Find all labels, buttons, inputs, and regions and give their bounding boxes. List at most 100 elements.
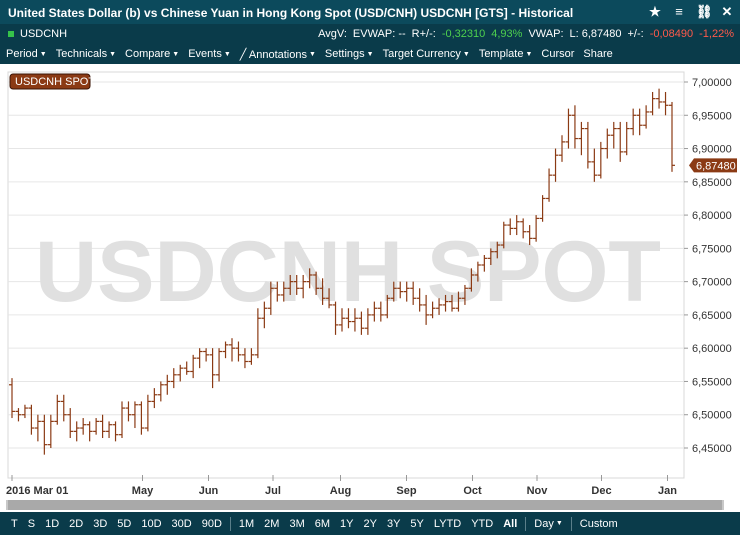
period-ytd[interactable]: YTD [471,517,494,530]
menu-period[interactable]: Period ▼ [6,48,47,60]
period-custom[interactable]: Custom [579,517,618,530]
period-6m[interactable]: 6M [314,517,331,530]
ohlc-bar [584,121,591,169]
ohlc-bar [138,401,145,435]
window-controls: ★ ≡ ⛓ ✕ [648,4,734,20]
unlink-icon[interactable]: ⛓ [696,4,713,19]
period-3m[interactable]: 3M [289,517,305,530]
ohlc-bar [241,348,248,369]
period-1d[interactable]: 1D [45,517,60,530]
period-1m[interactable]: 1M [238,517,255,530]
y-tick-label: 6,50000 [692,410,732,422]
menu-annotations[interactable]: ╱ Annotations ▼ [239,48,316,61]
ohlc-bar [73,421,80,442]
menu-settings[interactable]: Settings ▼ [324,48,374,60]
chevron-down-icon: ▼ [525,50,533,58]
period-10d[interactable]: 10D [141,517,162,530]
menu-target-currency[interactable]: Target Currency ▼ [382,48,470,60]
ohlc-bar [455,291,462,312]
y-tick-label: 6,45000 [692,443,732,455]
y-tick-label: 6,85000 [692,177,732,189]
chart-scrollbar[interactable] [0,498,740,512]
x-tick-label: Jun [199,485,219,497]
chevron-down-icon: ▼ [39,50,47,58]
x-tick-label: Oct [463,485,482,497]
menu-icon[interactable]: ≡ [675,4,683,19]
last-label: L: 6,87480 [569,28,622,40]
ohlc-bar [300,274,307,299]
ohlc-bar [190,354,197,379]
period-3y[interactable]: 3Y [386,517,401,530]
y-tick-label: 6,70000 [692,277,732,289]
ohlc-bar [229,338,235,362]
period-2m[interactable]: 2M [264,517,280,530]
menu-compare[interactable]: Compare ▼ [125,48,180,60]
ohlc-bar [28,404,35,435]
last-value-label: 6,87480 [696,160,736,172]
x-tick-label: Jul [265,485,281,497]
ohlc-bar [533,215,540,242]
menu-share[interactable]: Share [583,48,613,60]
x-tick-label: Jan [658,485,677,497]
period-1y[interactable]: 1Y [340,517,354,530]
ohlc-bar [578,121,585,156]
ohlc-bar [177,364,184,382]
plot-frame [7,71,685,479]
ohlc-bar [416,288,423,312]
period-30d[interactable]: 30D [171,517,192,530]
ohlc-bar [449,294,455,312]
menu-technicals[interactable]: Technicals ▼ [55,48,117,60]
ohlc-bar [99,414,106,439]
ohlc-bar [313,271,320,295]
ohlc-bar [597,141,604,179]
ohlc-bar [86,421,93,442]
y-tick-label: 6,55000 [692,376,732,388]
ohlc-bar [617,121,624,162]
ohlc-bar [93,418,100,435]
chevron-down-icon: ▼ [308,51,316,59]
period-2d[interactable]: 2D [69,517,84,530]
ohlc-bar [442,294,449,312]
quote-stats: AvgV: EVWAP: -- R+/-: -0,32310 4,93% VWA… [318,28,734,40]
ohlc-bar [500,221,507,249]
period-s[interactable]: S [27,517,36,530]
menu-template[interactable]: Template ▼ [478,48,533,60]
price-chart[interactable]: USDCNH SPOT 7,00000 6,95000 6,90000 6,85000… [0,64,740,498]
ohlc-bar [119,401,125,439]
period-all[interactable]: All [503,517,518,530]
divider [570,516,572,531]
last-value-marker: 6,87480 [689,158,737,173]
ohlc-bar [559,135,565,162]
period-90d[interactable]: 90D [201,517,222,530]
ohlc-bar [293,274,300,295]
period-t[interactable]: T [11,517,18,530]
period-5d[interactable]: 5D [117,517,132,530]
ohlc-bar [552,148,559,182]
legend-badge[interactable]: USDCNH SPOT [9,73,95,90]
ohlc-bar [60,394,67,422]
pencil-line-icon: ╱ [239,48,249,61]
menu-events[interactable]: Events ▼ [188,48,231,60]
change-pct: -1,22% [699,28,734,40]
ohlc-bar [623,121,630,156]
interval-day-select[interactable]: Day ▼ [534,517,563,530]
chart-canvas[interactable]: USDCNH SPOT 7,00000 6,95000 6,90000 6,85000… [0,64,740,498]
ohlc-bar [164,374,171,395]
symbol-label: USDCNH [8,28,67,40]
period-lytd[interactable]: LYTD [433,517,462,530]
period-5y[interactable]: 5Y [410,517,424,530]
ohlc-bar [546,168,553,202]
ohlc-bar [54,394,61,425]
ohlc-bar [481,255,488,272]
star-icon[interactable]: ★ [649,4,661,19]
menu-cursor[interactable]: Cursor [541,48,575,60]
period-2y[interactable]: 2Y [363,517,377,530]
ohlc-series [9,88,675,455]
close-icon[interactable]: ✕ [721,4,733,19]
scrollbar-thumb[interactable] [8,500,722,510]
ohlc-bar [649,91,656,116]
ohlc-bar [436,298,443,315]
period-3d[interactable]: 3D [93,517,108,530]
ohlc-bar [643,105,650,129]
ohlc-bar [287,274,294,295]
